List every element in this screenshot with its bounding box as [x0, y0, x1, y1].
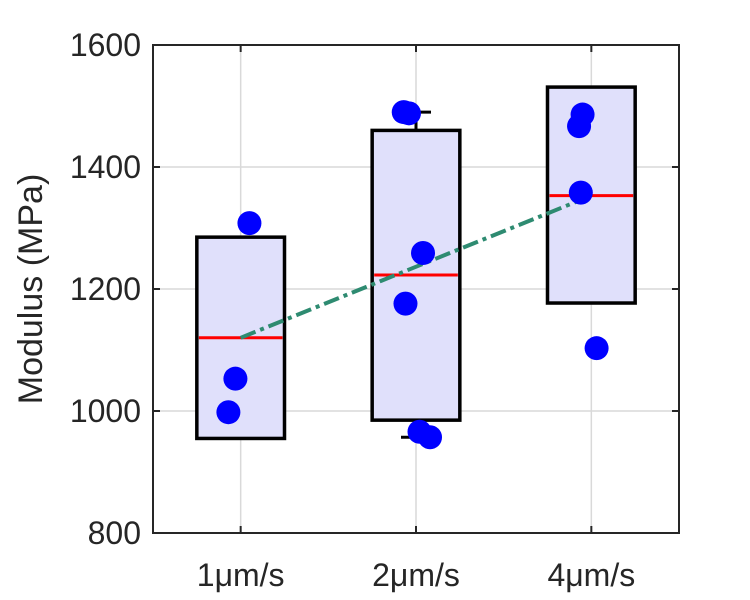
- trend-line: [239, 193, 593, 340]
- y-tick-label-3: 1400: [70, 149, 141, 185]
- data-point-2: [223, 366, 248, 391]
- y-axis-label: Modulus (MPa): [12, 174, 50, 405]
- y-tick-label-4: 1600: [70, 27, 141, 63]
- data-point-1: [237, 211, 262, 236]
- data-point-6: [411, 241, 436, 266]
- data-point-7: [393, 291, 418, 316]
- data-points: [216, 100, 609, 450]
- y-tick-label-1: 1000: [70, 393, 141, 429]
- data-point-3: [216, 400, 241, 425]
- data-point-12: [568, 180, 593, 205]
- data-point-13: [584, 336, 609, 361]
- y-tick-label-2: 1200: [70, 271, 141, 307]
- data-point-9: [418, 425, 443, 450]
- boxes: [195, 85, 637, 441]
- box-1: [195, 235, 287, 441]
- x-tick-label-2: 4μm/s: [547, 557, 635, 593]
- x-tick-label-0: 1μm/s: [197, 557, 285, 593]
- data-point-11: [567, 114, 592, 139]
- x-tick-label-1: 2μm/s: [372, 557, 460, 593]
- trend-line-group: [239, 193, 593, 340]
- axis-ticks: 800 1000 1200 1400 1600 1μm/s 2μm/s 4μm/s: [70, 27, 679, 593]
- data-point-5: [396, 101, 421, 126]
- y-tick-label-0: 800: [88, 515, 141, 551]
- box-2: [370, 110, 462, 439]
